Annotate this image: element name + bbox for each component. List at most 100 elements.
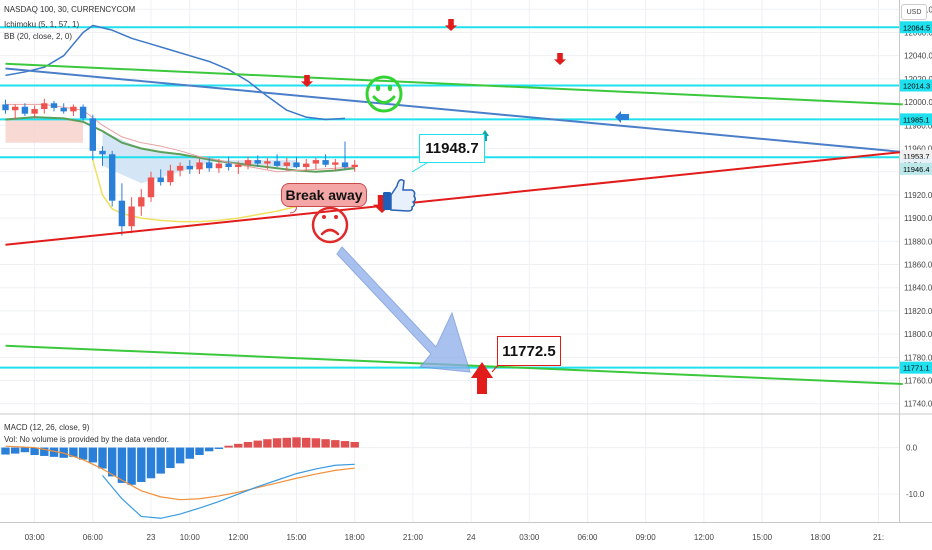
candle <box>176 162 184 177</box>
currency-label[interactable]: USD <box>901 4 927 20</box>
macd-histogram-bar <box>224 445 233 448</box>
price-tick-label: 11980.0 <box>904 121 932 130</box>
price-tick-label: 11900.0 <box>904 214 932 223</box>
projection-arrow <box>336 246 471 373</box>
candle-body <box>244 160 252 165</box>
volume-legend: Vol: No volume is provided by the data v… <box>4 435 169 444</box>
candle <box>351 160 358 172</box>
candle-body <box>273 161 281 166</box>
macd-histogram-bar <box>311 438 321 448</box>
candle <box>225 156 232 171</box>
macd-histogram-bar <box>350 441 359 448</box>
time-tick-label: 21:00 <box>403 533 424 542</box>
macd-histogram-bar <box>11 447 20 454</box>
candle-body <box>31 109 38 114</box>
candle <box>60 103 67 114</box>
price-tag-label: 11985.1 <box>903 115 930 124</box>
bb-legend: BB (20, close, 2, 0) <box>4 32 73 41</box>
candle-body <box>303 163 310 168</box>
price-note-11948[interactable]: 11948.7 <box>419 134 485 163</box>
macd-histogram-bar <box>321 439 330 448</box>
bollinger-upper-band <box>5 24 346 121</box>
smiley-mouth <box>372 95 396 104</box>
candle-body <box>12 106 19 111</box>
time-tick-label: 12:00 <box>694 533 715 542</box>
macd-histogram-bar <box>263 439 272 448</box>
macd-histogram-bar <box>108 447 117 477</box>
candle <box>70 104 77 117</box>
sad-eye <box>334 215 338 219</box>
price-tag-bg <box>900 21 932 34</box>
price-tick-label: 11760.0 <box>904 377 932 386</box>
candle-body <box>264 161 271 164</box>
price-tag-label: 12064.5 <box>903 23 930 32</box>
candle <box>273 154 281 168</box>
macd-histogram-bar <box>195 447 204 456</box>
macd-histogram-bar <box>78 447 88 460</box>
candle-body <box>99 150 106 155</box>
green-upper-channel <box>5 62 903 106</box>
candle <box>254 155 261 168</box>
thumbs-up-icon <box>383 179 417 212</box>
candle <box>215 158 223 173</box>
candle-body <box>293 162 300 168</box>
candle <box>31 105 38 119</box>
macd-histogram-bar <box>214 447 224 449</box>
time-tick-label: 21: <box>873 533 884 542</box>
candle-body <box>138 197 145 207</box>
candle-body <box>196 162 203 170</box>
price-tag: 12064.5 <box>900 21 932 34</box>
price-tag-bg <box>900 79 932 92</box>
candle <box>109 150 116 207</box>
macd-histogram-bar <box>272 438 282 448</box>
macd-histogram-bar <box>146 447 156 479</box>
candle-body <box>176 165 184 171</box>
macd-histogram-bar <box>331 440 340 448</box>
candle-body <box>186 165 193 170</box>
price-tick-label: 11860.0 <box>904 261 932 270</box>
macd-histogram-bar <box>253 440 262 448</box>
price-tag: 11771.1 <box>900 361 932 374</box>
price-tag-label: 11771.1 <box>903 364 930 373</box>
candle <box>186 160 193 175</box>
price-tick-label: 12040.0 <box>904 52 932 61</box>
candle-body <box>21 106 29 114</box>
macd-tick-label: 0.0 <box>906 444 918 453</box>
macd-legend: MACD (12, 26, close, 9) <box>4 423 90 432</box>
candle <box>2 99 9 114</box>
candle <box>244 156 252 170</box>
time-tick-label: 23 <box>147 533 156 542</box>
candle <box>157 169 164 186</box>
time-tick-label: 06:00 <box>577 533 598 542</box>
time-tick-label: 24 <box>467 533 476 542</box>
candle <box>99 146 106 166</box>
thumb-cuff <box>383 192 391 210</box>
candle <box>283 157 290 171</box>
candle <box>235 161 242 175</box>
candle <box>293 156 300 169</box>
price-tick-label: 11840.0 <box>904 284 932 293</box>
candle-body <box>283 162 290 166</box>
price-note-11772[interactable]: 11772.5 <box>497 336 561 366</box>
price-tick-label: 11800.0 <box>904 330 932 339</box>
macd-histogram-bar <box>117 447 127 483</box>
red-down-arrow-icon <box>554 53 566 65</box>
candle <box>21 103 29 117</box>
price-tag-label: 11953.7 <box>903 152 930 161</box>
sad-mouth <box>320 228 340 236</box>
price-tag: 11985.1 <box>900 113 932 126</box>
red-down-arrow-icon <box>445 19 457 31</box>
candle <box>50 100 58 112</box>
candle-body <box>60 107 67 112</box>
macd-histogram-bar <box>166 447 175 469</box>
macd-histogram-bar <box>98 447 107 469</box>
macd-histogram-bar <box>40 447 49 456</box>
macd-histogram-bar <box>137 447 146 482</box>
break-away-note[interactable]: Break away <box>281 183 367 207</box>
candle-body <box>147 177 155 198</box>
candle-body <box>322 160 329 165</box>
candle <box>167 164 174 186</box>
macd-histogram-bar <box>69 447 78 457</box>
